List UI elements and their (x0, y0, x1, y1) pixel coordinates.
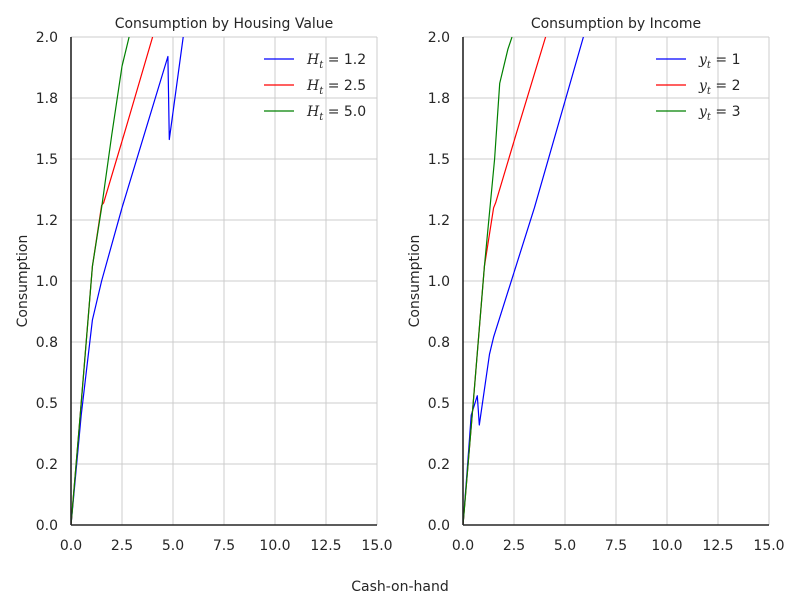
y-tick-label: 2.0 (428, 30, 450, 46)
y-tick-label: 0.2 (428, 457, 450, 473)
series-line-H-5.0 (71, 37, 130, 525)
y-tick-label: 0.0 (428, 518, 450, 534)
y-tick-label: 0.8 (36, 335, 58, 351)
y-tick-label: 0.5 (36, 396, 58, 412)
x-tick-label: 10.0 (651, 538, 682, 554)
y-tick-label: 0.0 (36, 518, 58, 534)
x-tick-label: 15.0 (361, 538, 392, 554)
x-tick-label: 12.5 (702, 538, 733, 554)
legend-label: yt = 2 (698, 78, 741, 97)
x-tick-label: 15.0 (753, 538, 784, 554)
y-tick-label: 2.0 (36, 30, 58, 46)
y-axis-label: Consumption (15, 235, 31, 328)
x-tick-label: 2.5 (503, 538, 525, 554)
x-tick-label: 5.0 (554, 538, 576, 554)
chart-panel-2: 0.0 2.5 5.0 7.5 10.0 12.5 15.0 0.0 0.2 0.5 0.8 1.0 1… (407, 16, 785, 554)
x-tick-label: 7.5 (605, 538, 627, 554)
y-tick-label: 0.8 (428, 335, 450, 351)
chart-panel-1: 0.0 2.5 5.0 7.5 10.0 12.5 15.0 0.0 0.2 0.5 0.8 1.0 1… (15, 16, 393, 554)
y-tick-label: 1.2 (36, 213, 58, 229)
y-tick-label: 1.8 (36, 91, 58, 107)
x-tick-label: 10.0 (259, 538, 290, 554)
y-tick-label: 1.0 (36, 274, 58, 290)
legend: Ht = 1.2 Ht = 2.5 Ht = 5.0 (264, 52, 366, 123)
x-tick-label: 0.0 (452, 538, 474, 554)
x-tick-label: 7.5 (213, 538, 235, 554)
x-tick-label: 5.0 (162, 538, 184, 554)
x-tick-label: 2.5 (111, 538, 133, 554)
y-axis-label: Consumption (407, 235, 423, 328)
y-tick-label: 0.2 (36, 457, 58, 473)
y-tick-label: 0.5 (428, 396, 450, 412)
series-line-y-3 (463, 37, 513, 525)
y-tick-label: 1.5 (428, 152, 450, 168)
chart-title: Consumption by Income (531, 16, 701, 32)
legend-label: Ht = 2.5 (306, 78, 366, 97)
x-tick-label: 12.5 (310, 538, 341, 554)
legend-label: Ht = 1.2 (306, 52, 366, 71)
y-tick-label: 1.2 (428, 213, 450, 229)
figure-xlabel: Cash-on-hand (351, 579, 449, 595)
legend-label: Ht = 5.0 (306, 104, 366, 123)
chart-title: Consumption by Housing Value (115, 16, 334, 32)
legend-label: yt = 1 (698, 52, 741, 71)
legend-label: yt = 3 (698, 104, 741, 123)
x-tick-label: 0.0 (60, 538, 82, 554)
y-tick-label: 1.5 (36, 152, 58, 168)
legend: yt = 1 yt = 2 yt = 3 (656, 52, 741, 123)
y-tick-label: 1.0 (428, 274, 450, 290)
y-tick-label: 1.8 (428, 91, 450, 107)
